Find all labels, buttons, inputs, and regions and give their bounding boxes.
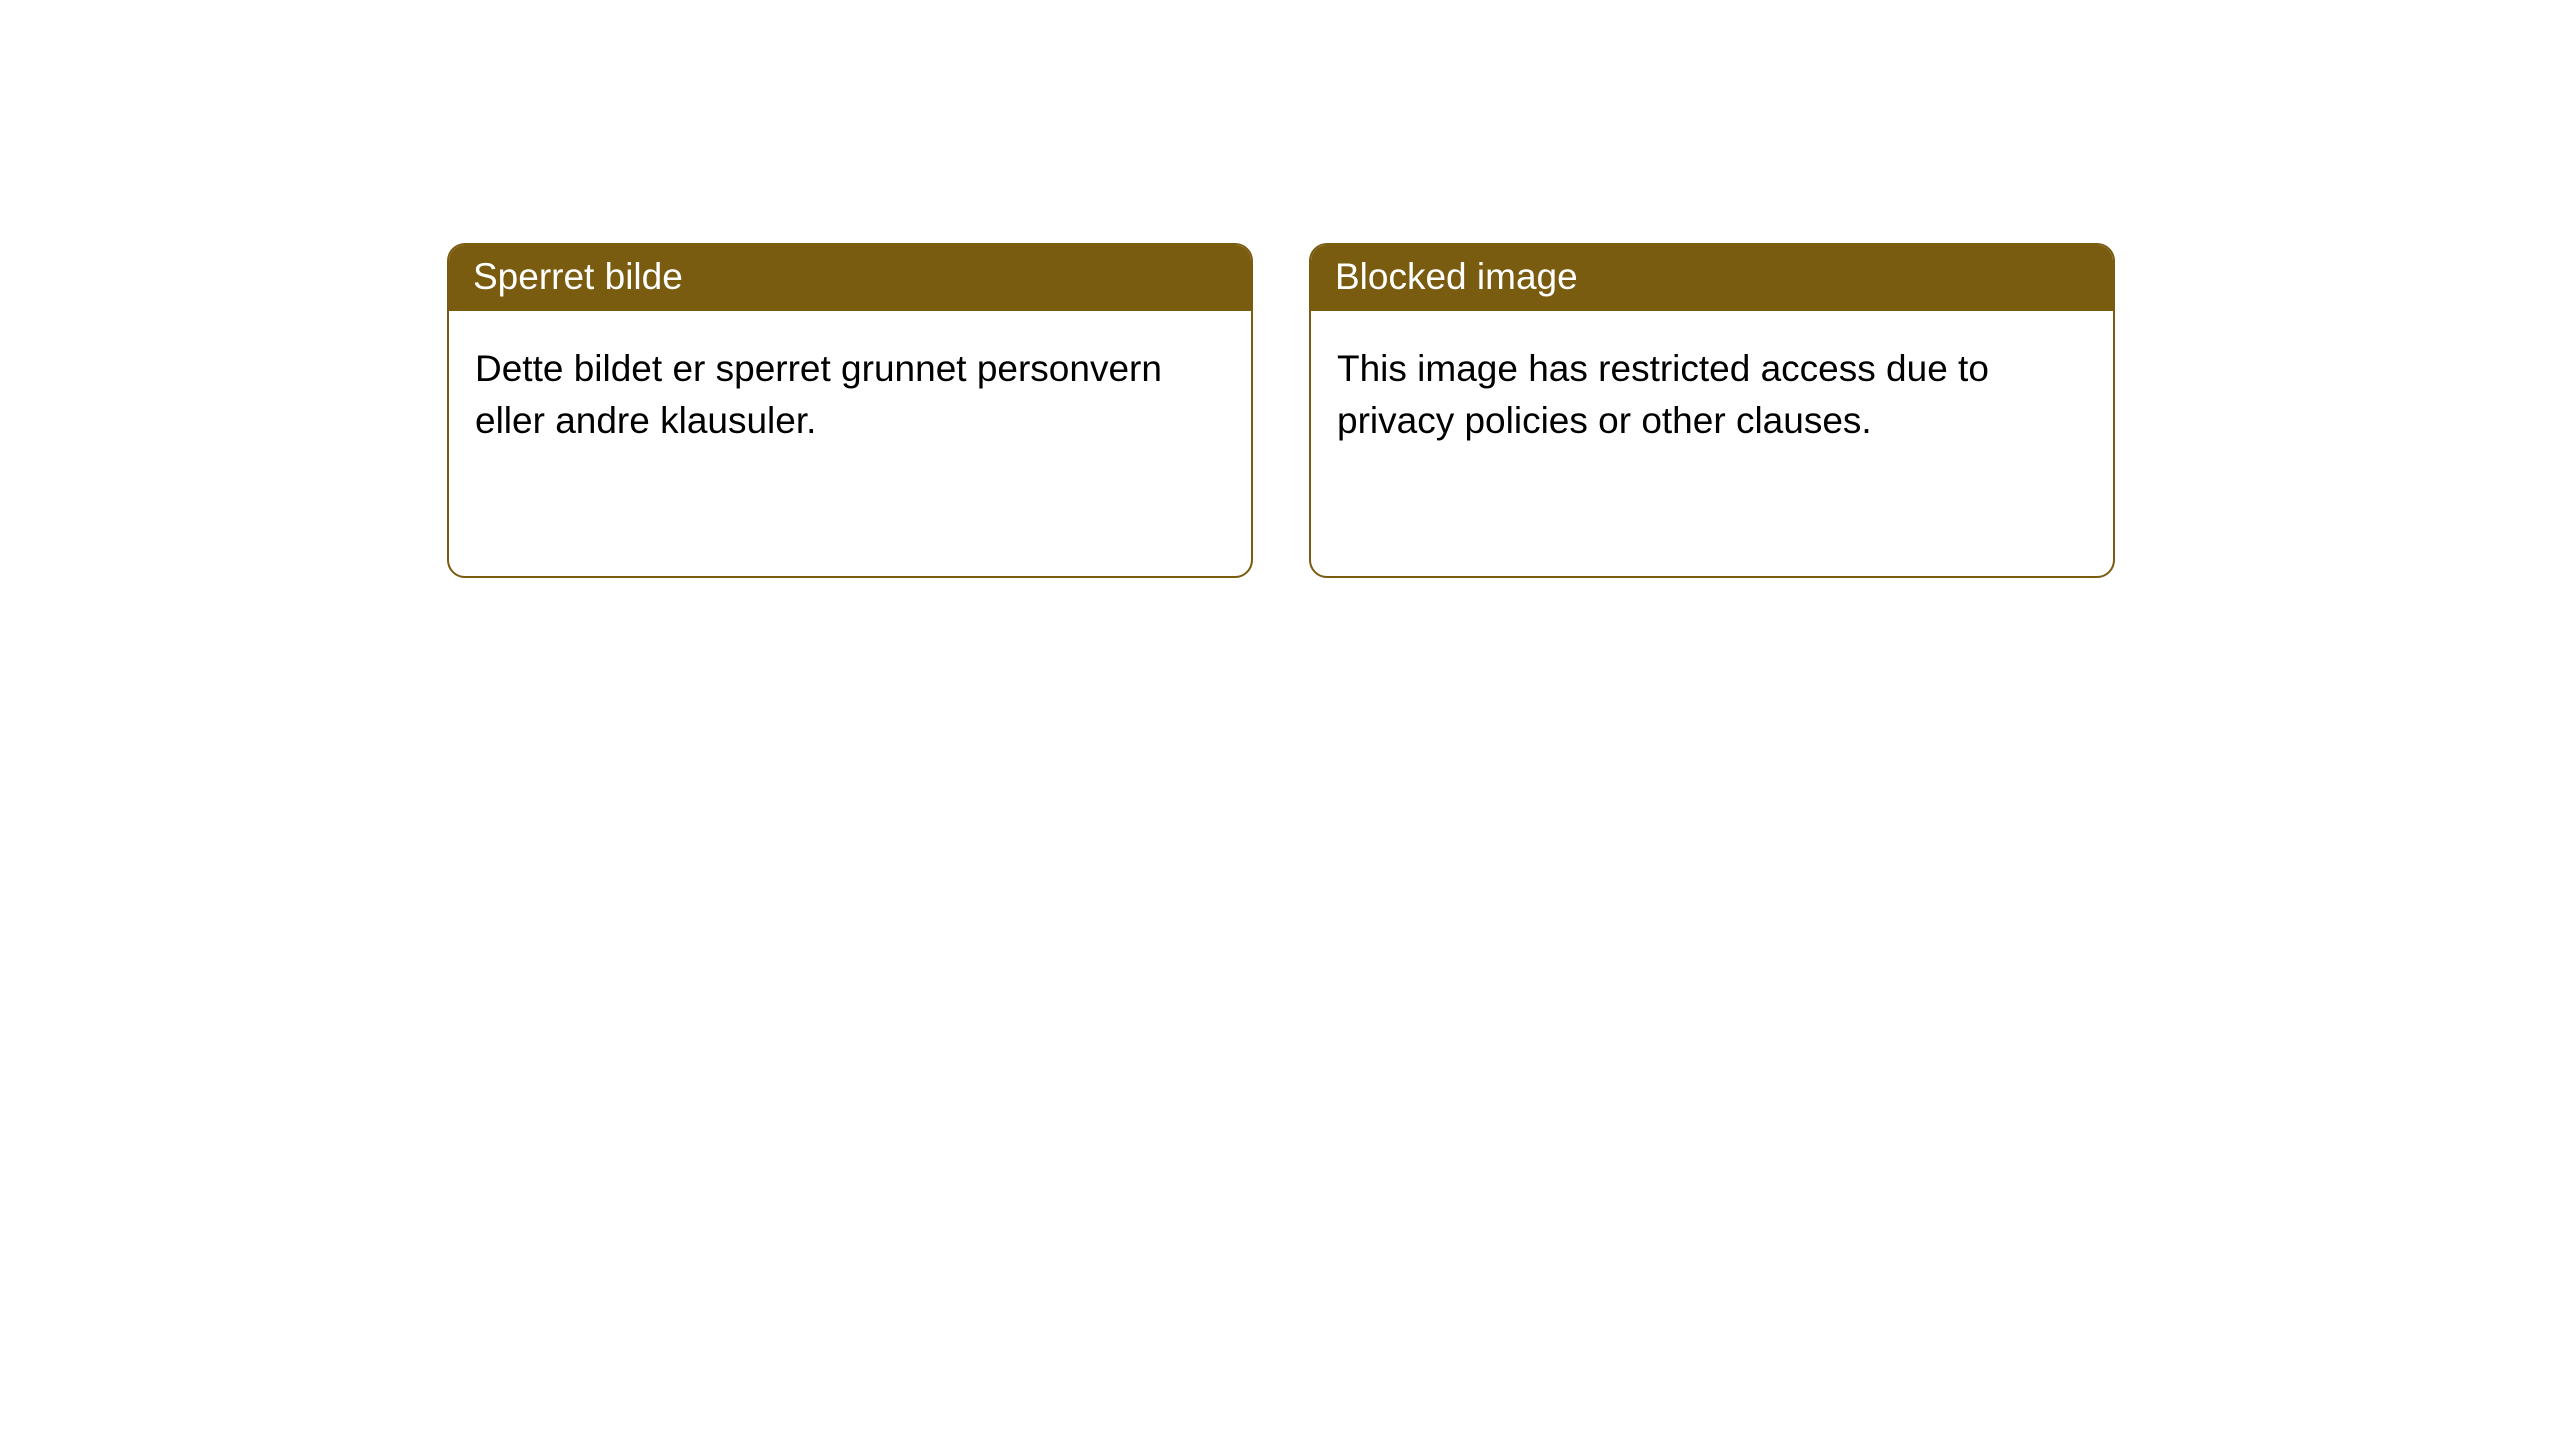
card-header: Blocked image	[1311, 245, 2113, 311]
cards-container: Sperret bilde Dette bildet er sperret gr…	[0, 0, 2560, 578]
card-body: This image has restricted access due to …	[1311, 311, 2113, 471]
card-message: This image has restricted access due to …	[1337, 348, 1989, 441]
blocked-image-card-en: Blocked image This image has restricted …	[1309, 243, 2115, 578]
card-body: Dette bildet er sperret grunnet personve…	[449, 311, 1251, 471]
card-title: Blocked image	[1335, 256, 1578, 297]
card-header: Sperret bilde	[449, 245, 1251, 311]
card-message: Dette bildet er sperret grunnet personve…	[475, 348, 1162, 441]
card-title: Sperret bilde	[473, 256, 683, 297]
blocked-image-card-no: Sperret bilde Dette bildet er sperret gr…	[447, 243, 1253, 578]
